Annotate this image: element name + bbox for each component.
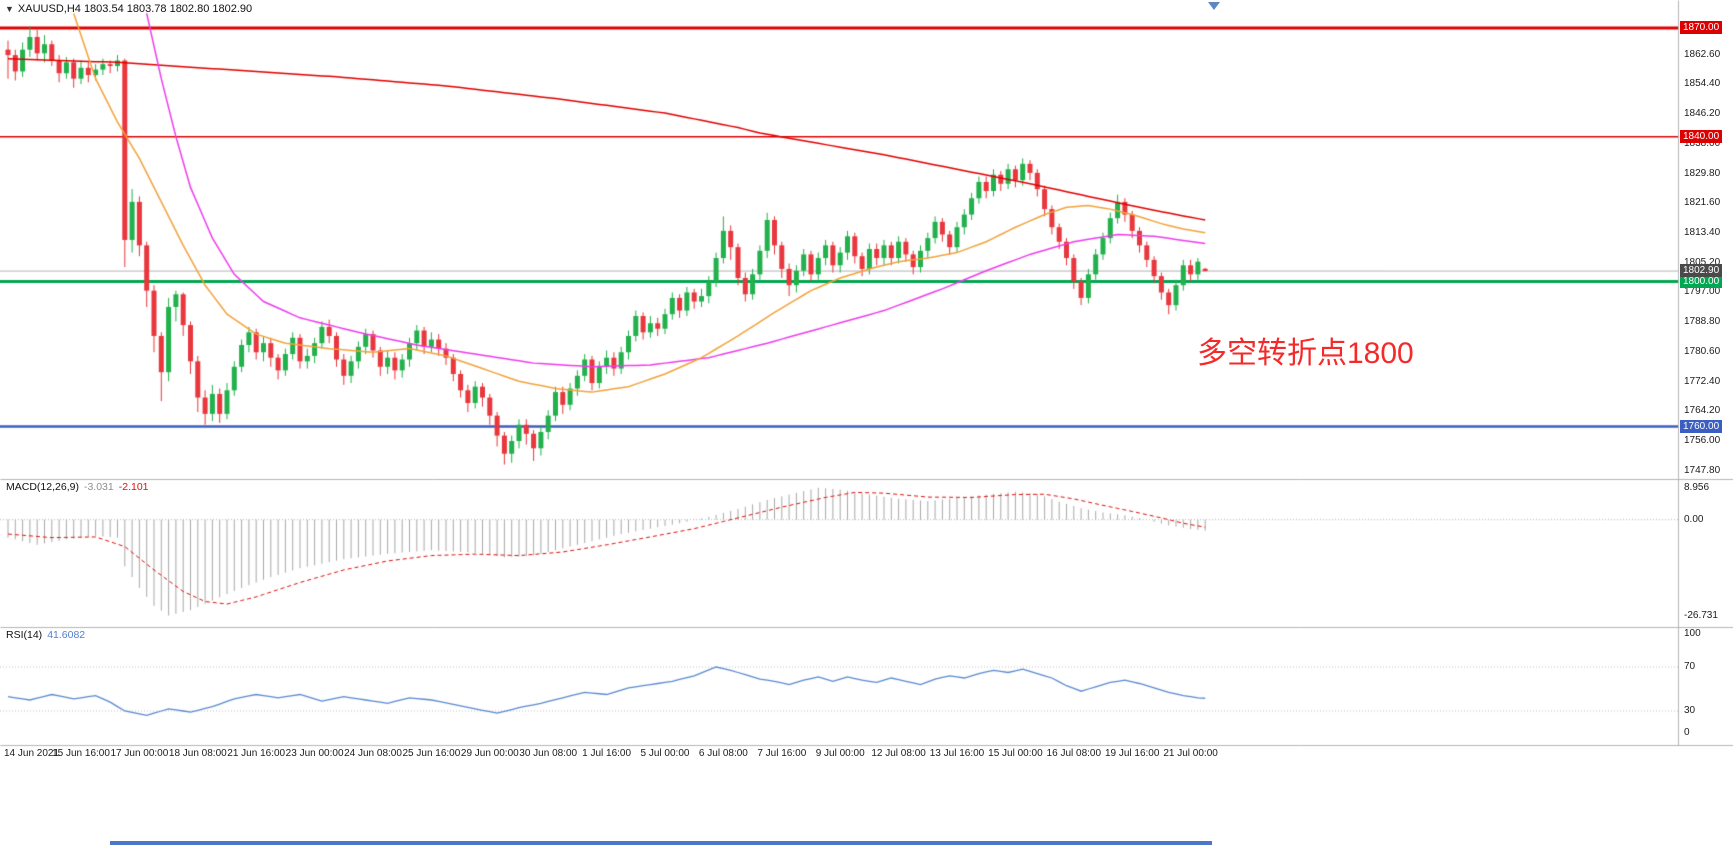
price-line-badge: 1760.00 <box>1680 419 1723 433</box>
price-axis-tick: 1797.00 <box>1684 286 1721 298</box>
time-axis-label: 14 Jun 2021 <box>4 748 60 759</box>
price-axis-tick: 1854.40 <box>1684 78 1721 90</box>
time-axis-label: 15 Jul 00:00 <box>988 748 1043 759</box>
time-axis-label: 24 Jun 08:00 <box>344 748 402 759</box>
time-axis-label: 30 Jun 08:00 <box>519 748 578 759</box>
rsi-axis-tick: 0 <box>1684 727 1690 738</box>
rsi-axis-tick: 30 <box>1684 705 1696 716</box>
price-line-badge: 1840.00 <box>1680 129 1723 143</box>
price-axis-tick: 1764.20 <box>1684 405 1721 417</box>
time-axis-label: 29 Jun 00:00 <box>460 748 519 759</box>
chart-header: ▼ XAUUSD,H4 1803.54 1803.78 1802.80 1802.… <box>5 3 252 15</box>
price-axis-tick: 1829.80 <box>1684 167 1721 179</box>
macd-signal-value: -2.101 <box>118 481 149 493</box>
macd-name: MACD(12,26,9) <box>6 481 79 493</box>
time-axis-label: 12 Jul 08:00 <box>871 748 926 759</box>
rsi-axis-tick: 70 <box>1684 661 1696 672</box>
annotation-text: 多空转折点1800 <box>1197 337 1414 370</box>
bottom-scrollbar[interactable] <box>110 841 1212 845</box>
time-axis-label: 1 Jul 16:00 <box>582 748 632 759</box>
time-axis-label: 13 Jul 16:00 <box>929 748 985 759</box>
time-axis-label: 15 Jun 16:00 <box>52 748 110 759</box>
time-axis-label: 21 Jun 16:00 <box>227 748 286 759</box>
time-axis-label: 9 Jul 00:00 <box>815 748 865 759</box>
rsi-value: 41.6082 <box>47 629 86 641</box>
price-axis-tick: 1788.80 <box>1684 316 1721 328</box>
time-axis-label: 25 Jun 16:00 <box>402 748 461 759</box>
time-axis-label: 5 Jul 00:00 <box>640 748 690 759</box>
time-axis-label: 16 Jul 08:00 <box>1046 748 1102 759</box>
price-axis-tick: 1813.40 <box>1684 227 1721 239</box>
time-axis-label: 7 Jul 16:00 <box>757 748 807 759</box>
macd-main-value: -3.031 <box>83 481 114 493</box>
price-axis-tick: 1838.00 <box>1684 137 1721 149</box>
price-axis-tick: 1780.60 <box>1684 345 1721 357</box>
price-line-badge: 1800.00 <box>1680 274 1723 288</box>
price-axis-tick: 1846.20 <box>1684 108 1721 120</box>
macd-indicator-label: MACD(12,26,9) -3.031 -2.101 <box>6 481 149 493</box>
chart-shift-marker-icon[interactable] <box>1208 2 1220 10</box>
symbol-dropdown-icon[interactable]: ▼ <box>5 4 14 14</box>
price-axis-tick: 1805.20 <box>1684 256 1721 268</box>
price-axis-tick: 1821.60 <box>1684 197 1721 209</box>
time-axis-label: 21 Jul 00:00 <box>1163 748 1218 759</box>
rsi-indicator-label: RSI(14) 41.6082 <box>6 629 85 641</box>
macd-axis-tick: -26.731 <box>1684 609 1718 621</box>
time-axis-label: 6 Jul 08:00 <box>698 748 748 759</box>
macd-axis-tick: 8.956 <box>1684 481 1710 493</box>
price-axis-tick: 1772.40 <box>1684 375 1721 387</box>
time-axis-label: 23 Jun 00:00 <box>285 748 344 759</box>
rsi-name: RSI(14) <box>6 629 43 641</box>
time-axis-label: 18 Jun 08:00 <box>168 748 227 759</box>
time-axis-label: 19 Jul 16:00 <box>1104 748 1160 759</box>
price-axis-tick: 1756.00 <box>1684 435 1721 447</box>
price-line-badge: 1870.00 <box>1680 20 1723 34</box>
rsi-axis-tick: 100 <box>1684 628 1701 639</box>
price-axis-tick: 1747.80 <box>1684 464 1721 476</box>
time-axis-label: 17 Jun 00:00 <box>110 748 169 759</box>
current-price-badge: 1802.90 <box>1680 264 1723 278</box>
price-axis-tick: 1862.60 <box>1684 48 1721 60</box>
chart-title: XAUUSD,H4 1803.54 1803.78 1802.80 1802.9… <box>17 3 253 15</box>
macd-axis-tick: 0.00 <box>1684 513 1704 525</box>
